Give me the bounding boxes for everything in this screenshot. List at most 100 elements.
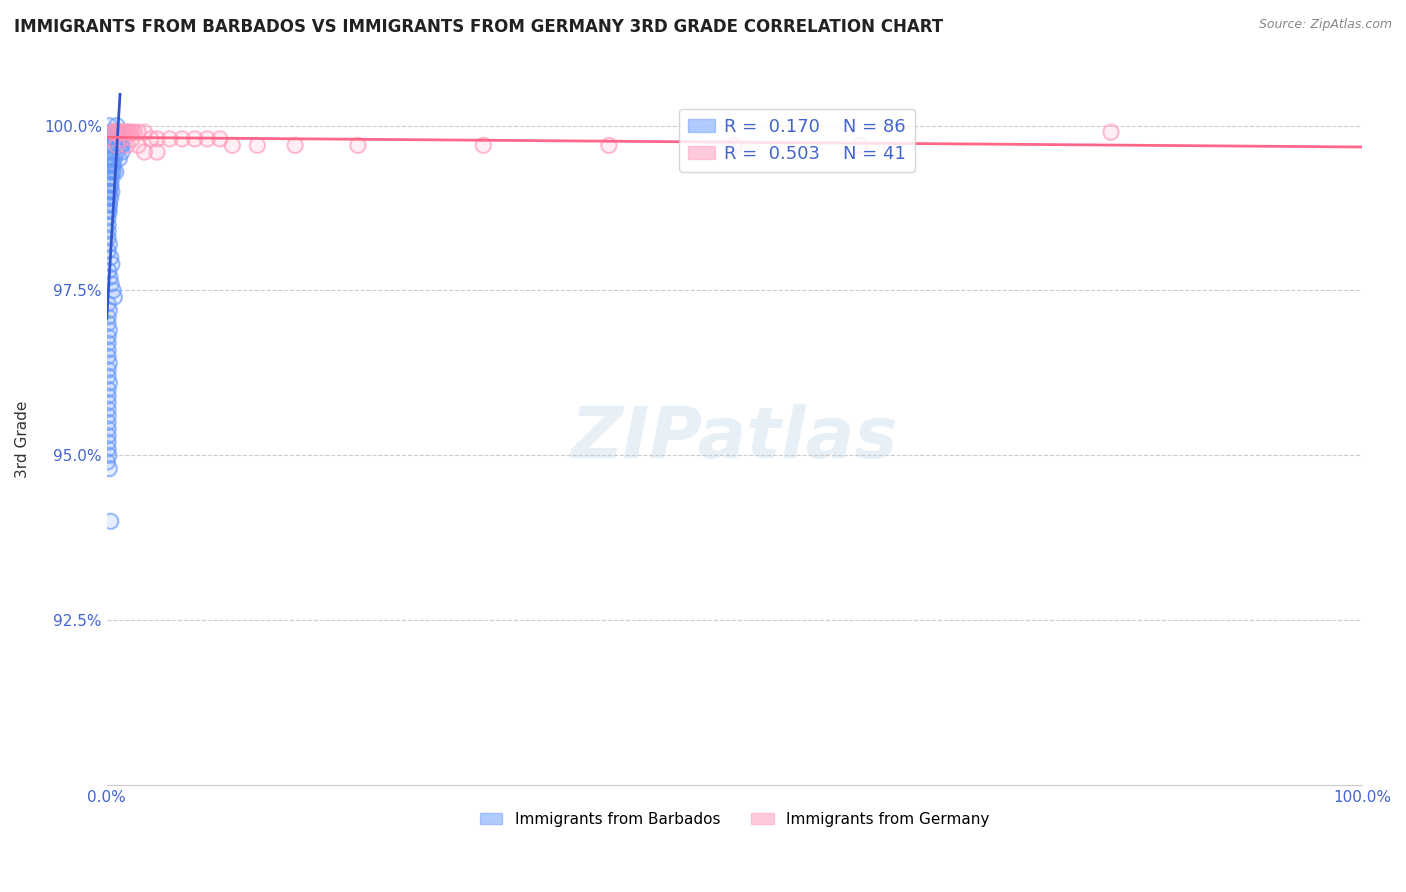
Point xyxy=(103,152,125,166)
Point xyxy=(100,145,122,159)
Point xyxy=(97,310,120,324)
Point xyxy=(98,185,121,199)
Point xyxy=(284,138,307,153)
Point xyxy=(100,171,122,186)
Point xyxy=(103,290,125,304)
Point xyxy=(97,317,120,331)
Point xyxy=(103,132,125,146)
Point xyxy=(723,138,745,153)
Text: IMMIGRANTS FROM BARBADOS VS IMMIGRANTS FROM GERMANY 3RD GRADE CORRELATION CHART: IMMIGRANTS FROM BARBADOS VS IMMIGRANTS F… xyxy=(14,18,943,36)
Point xyxy=(598,138,620,153)
Point xyxy=(159,132,181,146)
Point xyxy=(114,125,136,139)
Point xyxy=(97,152,120,166)
Point xyxy=(97,336,120,351)
Point xyxy=(98,204,121,219)
Point xyxy=(100,191,122,205)
Text: Source: ZipAtlas.com: Source: ZipAtlas.com xyxy=(1258,18,1392,31)
Point xyxy=(97,448,120,462)
Point xyxy=(97,230,120,244)
Point xyxy=(115,125,138,139)
Point xyxy=(100,125,122,139)
Text: ZIPatlas: ZIPatlas xyxy=(571,404,898,474)
Point xyxy=(97,152,120,166)
Point xyxy=(98,119,121,133)
Point xyxy=(97,329,120,343)
Point xyxy=(97,435,120,450)
Point xyxy=(139,132,162,146)
Point xyxy=(97,165,120,179)
Point xyxy=(127,125,149,139)
Point xyxy=(134,125,156,139)
Point xyxy=(111,138,134,153)
Point xyxy=(101,165,124,179)
Point xyxy=(208,132,231,146)
Point xyxy=(97,428,120,442)
Point xyxy=(472,138,495,153)
Point xyxy=(97,244,120,258)
Point xyxy=(111,145,134,159)
Point xyxy=(104,125,127,139)
Point xyxy=(98,185,121,199)
Point xyxy=(110,138,132,153)
Point xyxy=(105,119,128,133)
Point xyxy=(97,263,120,277)
Point xyxy=(97,310,120,324)
Point xyxy=(195,132,218,146)
Point xyxy=(97,191,120,205)
Point xyxy=(97,422,120,436)
Point xyxy=(108,132,131,146)
Point xyxy=(104,165,127,179)
Point xyxy=(100,185,122,199)
Point xyxy=(118,125,141,139)
Point xyxy=(121,132,143,146)
Point xyxy=(97,362,120,376)
Point xyxy=(127,138,149,153)
Point xyxy=(221,138,243,153)
Point xyxy=(346,138,368,153)
Point xyxy=(97,369,120,384)
Point xyxy=(107,125,129,139)
Point xyxy=(98,204,121,219)
Point xyxy=(103,138,125,153)
Point xyxy=(100,191,122,205)
Point xyxy=(100,158,122,172)
Point xyxy=(103,132,125,146)
Point xyxy=(97,402,120,417)
Point xyxy=(101,158,124,172)
Point xyxy=(97,389,120,403)
Point xyxy=(97,409,120,423)
Point xyxy=(101,284,124,298)
Point xyxy=(100,178,122,192)
Point xyxy=(110,138,132,153)
Point xyxy=(105,119,128,133)
Point xyxy=(100,251,122,265)
Point xyxy=(107,125,129,139)
Point xyxy=(100,251,122,265)
Point xyxy=(100,145,122,159)
Point xyxy=(101,125,124,139)
Point xyxy=(97,383,120,397)
Point xyxy=(1099,125,1122,139)
Point xyxy=(146,132,169,146)
Point xyxy=(98,171,121,186)
Point xyxy=(110,125,132,139)
Point xyxy=(170,132,193,146)
Point xyxy=(98,356,121,370)
Point xyxy=(97,343,120,357)
Point xyxy=(97,448,120,462)
Point xyxy=(98,356,121,370)
Point xyxy=(98,237,121,252)
Point xyxy=(100,165,122,179)
Point xyxy=(98,270,121,285)
Point xyxy=(111,132,134,146)
Point xyxy=(134,145,156,159)
Point xyxy=(100,158,122,172)
Point xyxy=(107,125,129,139)
Point xyxy=(114,125,136,139)
Point xyxy=(127,125,149,139)
Point xyxy=(97,415,120,429)
Point xyxy=(97,329,120,343)
Point xyxy=(104,132,127,146)
Point xyxy=(96,455,118,469)
